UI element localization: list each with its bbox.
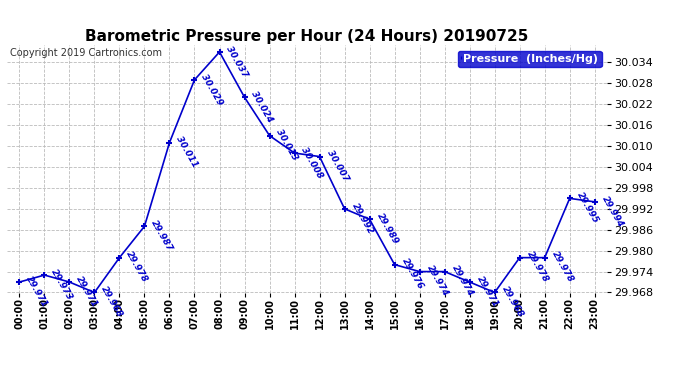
Text: 30.029: 30.029: [199, 72, 225, 106]
Text: 29.968: 29.968: [99, 285, 125, 320]
Text: 29.971: 29.971: [75, 274, 100, 309]
Text: 29.974: 29.974: [450, 264, 475, 298]
Text: 29.971: 29.971: [475, 274, 500, 309]
Text: 30.007: 30.007: [325, 149, 350, 183]
Text: 29.973: 29.973: [50, 267, 75, 302]
Text: 29.994: 29.994: [600, 194, 625, 229]
Text: 29.978: 29.978: [525, 250, 550, 285]
Legend: Pressure  (Inches/Hg): Pressure (Inches/Hg): [457, 51, 602, 67]
Text: 30.037: 30.037: [225, 44, 250, 79]
Text: 29.995: 29.995: [575, 191, 600, 225]
Text: 29.976: 29.976: [400, 257, 425, 291]
Text: 29.974: 29.974: [425, 264, 450, 298]
Text: 29.978: 29.978: [550, 250, 575, 285]
Title: Barometric Pressure per Hour (24 Hours) 20190725: Barometric Pressure per Hour (24 Hours) …: [86, 29, 529, 44]
Text: 29.992: 29.992: [350, 201, 375, 236]
Text: 29.987: 29.987: [150, 219, 175, 253]
Text: 29.989: 29.989: [375, 211, 400, 246]
Text: 29.968: 29.968: [500, 285, 525, 320]
Text: 29.971: 29.971: [25, 274, 50, 309]
Text: 30.024: 30.024: [250, 90, 275, 124]
Text: 30.011: 30.011: [175, 135, 200, 170]
Text: 30.013: 30.013: [275, 128, 300, 162]
Text: 30.008: 30.008: [299, 146, 325, 180]
Text: Copyright 2019 Cartronics.com: Copyright 2019 Cartronics.com: [10, 48, 161, 58]
Text: 29.978: 29.978: [125, 250, 150, 285]
